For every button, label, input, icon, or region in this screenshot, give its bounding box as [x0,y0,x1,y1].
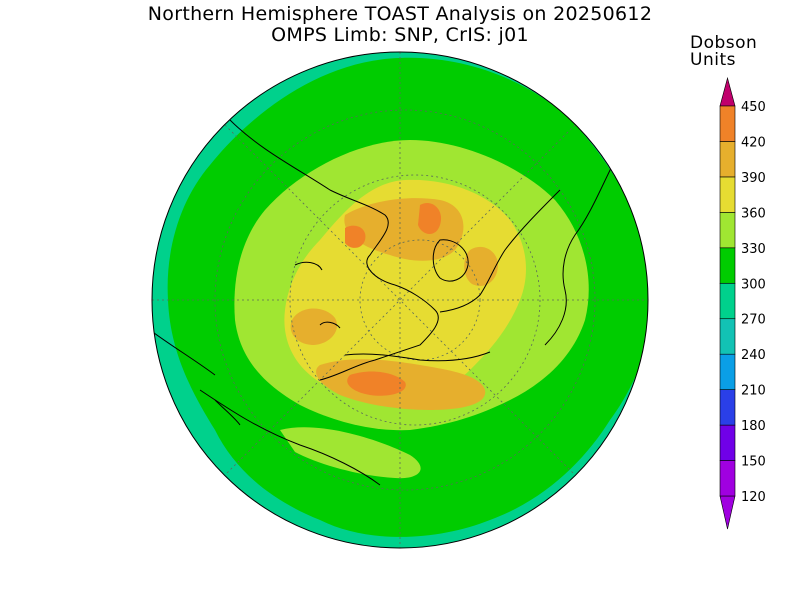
colorbar-segment-120 [719,460,736,497]
colorbar-label-210: 210 [741,384,766,399]
colorbar-max-cap [719,76,736,107]
map-boundary [151,51,649,549]
colorbar-label-450: 450 [741,100,766,115]
colorbar-label-420: 420 [741,135,766,150]
colorbar-label-240: 240 [741,348,766,363]
colorbar-segment-360 [719,176,736,213]
colorbar-min-cap [719,495,736,530]
colorbar-label-390: 390 [741,171,766,186]
ozone-band-390-a [418,202,442,235]
graticule [152,52,648,548]
colorbar-segment-180 [719,389,736,426]
ozone-band-330 [284,179,526,402]
map-title: Northern Hemisphere TOAST Analysis on 20… [0,4,800,46]
title-line-1: Northern Hemisphere TOAST Analysis on 20… [147,3,653,25]
title-line-2: OMPS Limb: SNP, CrIS: j01 [271,24,529,46]
ozone-band-360-east [464,246,498,286]
colorbar-segment-420 [719,105,736,142]
colorbar-label-180: 180 [741,419,766,434]
colorbar-label-360: 360 [741,206,766,221]
colorbar-title-line-1: Dobson [690,33,758,53]
colorbar-segment-300 [719,247,736,284]
ozone-band-390-c [347,371,406,396]
colorbar-label-270: 270 [741,313,766,328]
ozone-field [152,52,648,548]
coastlines [152,119,616,486]
ozone-band-390-b [345,225,366,248]
colorbar-title-line-2: Units [690,50,736,70]
colorbar-label-300: 300 [741,277,766,292]
colorbar-segment-330 [719,212,736,249]
colorbar-segment-240 [719,318,736,355]
colorbar-label-330: 330 [741,242,766,257]
ozone-band-300-sw [280,427,421,479]
colorbar-title: Dobson Units [690,35,757,69]
colorbar-segment-390 [719,141,736,178]
colorbar-label-120: 120 [741,490,766,505]
colorbar-label-150: 150 [741,455,766,470]
colorbar-segment-210 [719,353,736,390]
ozone-band-360-west [290,308,338,345]
colorbar-segment-270 [719,282,736,320]
colorbar-segment-150 [719,424,736,461]
